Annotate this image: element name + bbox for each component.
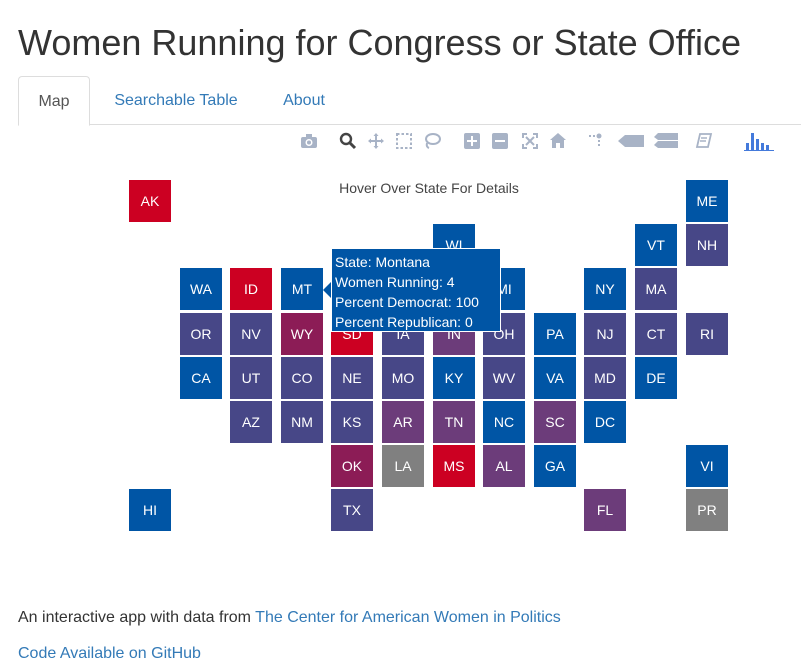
state-tile-ma[interactable]: MA (635, 268, 677, 310)
footer-intro-text: An interactive app with data from (18, 609, 256, 626)
tooltip-women-running: Women Running: 4 (335, 274, 455, 290)
edit-chart-icon[interactable] (694, 130, 714, 152)
state-tile-ks[interactable]: KS (331, 401, 373, 443)
hover-closest-icon[interactable] (618, 130, 646, 152)
state-tile-vi[interactable]: VI (686, 445, 728, 487)
state-tile-fl[interactable]: FL (584, 489, 626, 531)
state-tile-ky[interactable]: KY (433, 357, 475, 399)
pan-icon[interactable] (366, 130, 386, 152)
lasso-select-icon[interactable] (422, 130, 442, 152)
state-tile-nv[interactable]: NV (230, 313, 272, 355)
state-tile-co[interactable]: CO (281, 357, 323, 399)
hover-compare-icon[interactable] (652, 130, 680, 152)
reset-axes-icon[interactable] (548, 130, 568, 152)
toggle-spikelines-icon[interactable] (584, 130, 604, 152)
state-tile-id[interactable]: ID (230, 268, 272, 310)
zoom-icon[interactable] (338, 130, 358, 152)
zoom-in-icon[interactable] (462, 130, 482, 152)
state-tile-ne[interactable]: NE (331, 357, 373, 399)
footer-intro: An interactive app with data from The Ce… (18, 609, 561, 627)
state-tile-wy[interactable]: WY (281, 313, 323, 355)
state-tile-ri[interactable]: RI (686, 313, 728, 355)
state-tile-ak[interactable]: AK (129, 180, 171, 222)
camera-icon[interactable] (299, 130, 319, 152)
state-tile-ga[interactable]: GA (534, 445, 576, 487)
state-tile-va[interactable]: VA (534, 357, 576, 399)
state-tile-nc[interactable]: NC (483, 401, 525, 443)
tab-searchable-table[interactable]: Searchable Table (114, 92, 238, 109)
tab-about[interactable]: About (283, 92, 325, 109)
zoom-out-icon[interactable] (490, 130, 510, 152)
tooltip-percent-republican: Percent Republican: 0 (335, 314, 473, 330)
state-tile-sc[interactable]: SC (534, 401, 576, 443)
state-tile-ms[interactable]: MS (433, 445, 475, 487)
state-tile-mo[interactable]: MO (382, 357, 424, 399)
state-tile-az[interactable]: AZ (230, 401, 272, 443)
state-tile-wa[interactable]: WA (180, 268, 222, 310)
state-tile-tx[interactable]: TX (331, 489, 373, 531)
cawp-link[interactable]: The Center for American Women in Politic… (255, 609, 561, 626)
tooltip-percent-democrat: Percent Democrat: 100 (335, 294, 479, 310)
github-link[interactable]: Code Available on GitHub (18, 645, 201, 662)
footer-github: Code Available on GitHub (18, 645, 201, 663)
state-tile-de[interactable]: DE (635, 357, 677, 399)
page-title: Women Running for Congress or State Offi… (18, 22, 742, 63)
box-select-icon[interactable] (394, 130, 414, 152)
tab-bar: Map Searchable Table About (18, 76, 801, 126)
state-tile-nm[interactable]: NM (281, 401, 323, 443)
state-tile-ok[interactable]: OK (331, 445, 373, 487)
state-tile-ut[interactable]: UT (230, 357, 272, 399)
state-tile-ca[interactable]: CA (180, 357, 222, 399)
state-tile-mt[interactable]: MT (281, 268, 323, 310)
state-tile-ct[interactable]: CT (635, 313, 677, 355)
state-tile-pr[interactable]: PR (686, 489, 728, 531)
tab-map[interactable]: Map (18, 76, 90, 126)
autoscale-icon[interactable] (520, 130, 540, 152)
state-tile-nh[interactable]: NH (686, 224, 728, 266)
map-title: Hover Over State For Details (339, 180, 519, 196)
state-tile-vt[interactable]: VT (635, 224, 677, 266)
state-tile-ny[interactable]: NY (584, 268, 626, 310)
state-tile-ar[interactable]: AR (382, 401, 424, 443)
state-tile-md[interactable]: MD (584, 357, 626, 399)
tooltip-state: State: Montana (335, 254, 430, 270)
state-tile-or[interactable]: OR (180, 313, 222, 355)
state-tile-tn[interactable]: TN (433, 401, 475, 443)
state-tile-pa[interactable]: PA (534, 313, 576, 355)
state-tile-la[interactable]: LA (382, 445, 424, 487)
plotly-logo-icon[interactable] (744, 130, 774, 152)
state-tile-wv[interactable]: WV (483, 357, 525, 399)
state-tile-me[interactable]: ME (686, 180, 728, 222)
hover-tooltip: State: Montana Women Running: 4 Percent … (331, 248, 501, 332)
state-tile-al[interactable]: AL (483, 445, 525, 487)
state-tile-dc[interactable]: DC (584, 401, 626, 443)
state-tile-hi[interactable]: HI (129, 489, 171, 531)
state-tile-nj[interactable]: NJ (584, 313, 626, 355)
tooltip-arrow (323, 282, 331, 298)
